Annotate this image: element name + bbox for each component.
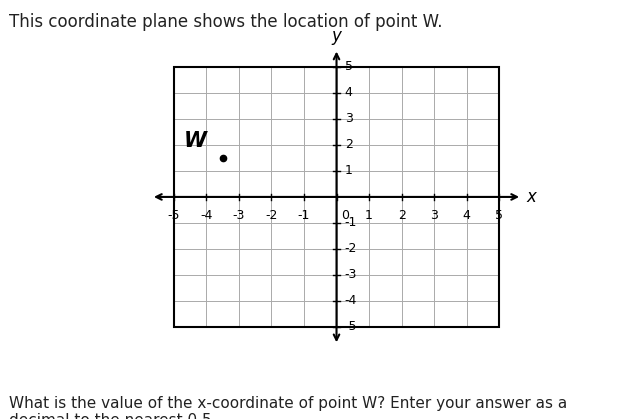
- Bar: [174, 67, 499, 327]
- Text: -5: -5: [167, 209, 180, 222]
- Text: -5: -5: [345, 321, 357, 334]
- Text: -2: -2: [345, 243, 357, 256]
- Text: 1: 1: [365, 209, 373, 222]
- Text: 0: 0: [342, 209, 349, 222]
- Text: W: W: [184, 132, 206, 151]
- Text: -4: -4: [345, 295, 357, 308]
- Text: 5: 5: [495, 209, 503, 222]
- Text: 4: 4: [463, 209, 470, 222]
- Text: -3: -3: [345, 269, 357, 282]
- Text: This coordinate plane shows the location of point W.: This coordinate plane shows the location…: [9, 13, 443, 31]
- Text: -1: -1: [345, 217, 357, 230]
- Text: -1: -1: [298, 209, 310, 222]
- Text: 1: 1: [345, 164, 352, 177]
- Text: 3: 3: [430, 209, 438, 222]
- Text: 3: 3: [345, 112, 352, 125]
- Text: -2: -2: [265, 209, 277, 222]
- Text: -4: -4: [200, 209, 213, 222]
- Text: -3: -3: [233, 209, 245, 222]
- Text: 2: 2: [398, 209, 406, 222]
- Text: 4: 4: [345, 86, 352, 99]
- Text: 2: 2: [345, 138, 352, 151]
- Text: y: y: [331, 27, 342, 45]
- Text: What is the value of the x-coordinate of point W? Enter your answer as a
decimal: What is the value of the x-coordinate of…: [9, 396, 568, 419]
- Text: x: x: [527, 188, 537, 206]
- Text: 5: 5: [345, 60, 353, 73]
